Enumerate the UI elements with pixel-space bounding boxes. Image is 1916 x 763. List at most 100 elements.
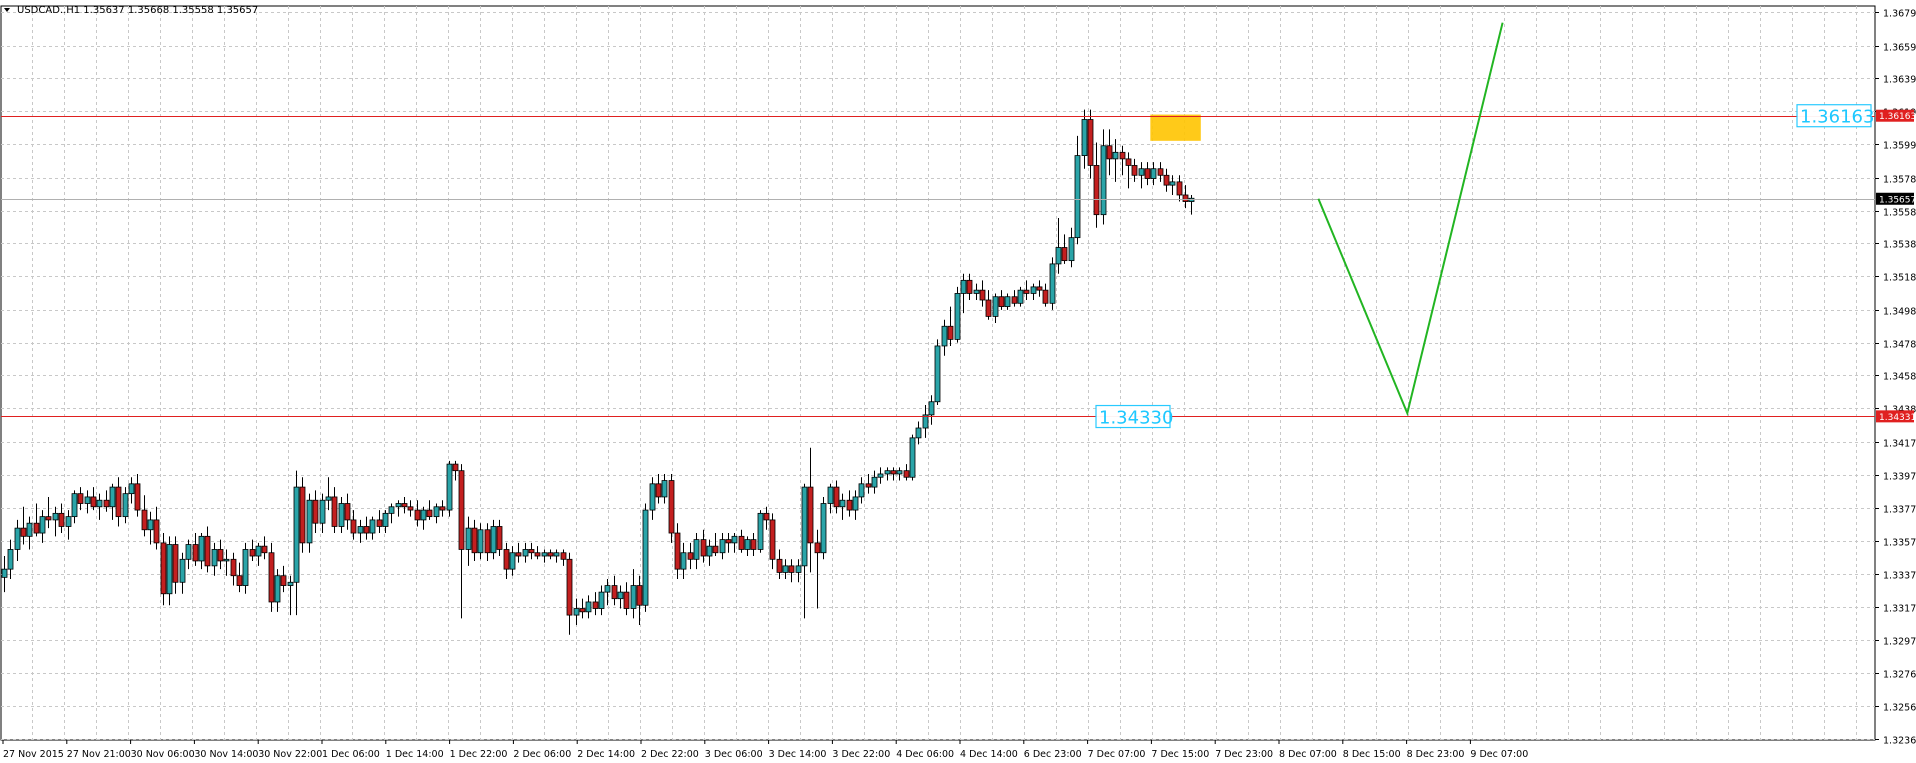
candle (541, 549, 548, 563)
candle (236, 562, 243, 593)
candle-body (1131, 165, 1138, 176)
candle-body (776, 558, 783, 573)
candle (1055, 217, 1062, 274)
candle (534, 546, 541, 560)
candle-body (1138, 168, 1145, 176)
candle-body (788, 565, 795, 573)
candle-body (763, 512, 770, 521)
candle (1119, 145, 1126, 176)
time-axis[interactable]: 27 Nov 2015 27 Nov 21:00 30 Nov 06:00 30 No… (2, 740, 1528, 760)
candle-body (204, 535, 211, 567)
y-tick-label: 1.34380 (1883, 405, 1916, 416)
triangle-down-icon[interactable] (4, 8, 10, 12)
candle-body (1157, 168, 1164, 176)
price-text-label[interactable]: 1.36163 (1796, 104, 1874, 128)
candle (1011, 290, 1018, 307)
candle (77, 487, 84, 511)
candle-body (706, 545, 713, 557)
candle (1017, 286, 1024, 307)
candle-body (14, 527, 21, 550)
candle (820, 496, 827, 560)
candle-body (712, 545, 719, 554)
candle (795, 559, 802, 583)
candle (706, 539, 713, 566)
candle (871, 470, 878, 494)
x-tick-label: 30 Nov 06:00 (131, 749, 195, 760)
candle (325, 477, 332, 511)
candle-body (338, 503, 345, 527)
candle-body (128, 483, 135, 495)
candle (509, 546, 516, 576)
candle-body (1, 568, 8, 578)
candle (185, 539, 192, 570)
price-axis[interactable]: 1.367951.365901.363901.361901.359901.357… (1875, 9, 1916, 747)
candle-body (319, 499, 326, 524)
candle (903, 464, 910, 481)
candle (1049, 257, 1056, 310)
candle (452, 460, 459, 481)
candle (503, 542, 510, 579)
candle-body (496, 526, 503, 550)
candle-body (846, 499, 853, 511)
price-tag-bg (1876, 410, 1914, 423)
candle-body (979, 289, 986, 301)
candle (858, 477, 865, 504)
candle-body (630, 585, 637, 609)
candle (433, 503, 440, 524)
candle-body (122, 493, 129, 518)
candle (941, 319, 948, 356)
candle (909, 434, 916, 481)
x-tick-label: 4 Dec 14:00 (960, 749, 1018, 760)
candle (1004, 293, 1011, 310)
candle-body (528, 549, 535, 554)
candle (198, 533, 205, 570)
candle-body (782, 565, 789, 573)
projection-path[interactable] (1317, 22, 1504, 417)
candle-body (230, 558, 237, 577)
candle (623, 582, 630, 616)
candle (312, 490, 319, 534)
x-tick-label: 3 Dec 22:00 (832, 749, 890, 760)
candle-body (1093, 165, 1100, 216)
candle-body (573, 608, 580, 616)
candle-body (738, 535, 745, 550)
candle (71, 490, 78, 524)
candle (934, 339, 941, 406)
candle-body (446, 463, 453, 511)
candle-body (382, 512, 389, 527)
candle-body (172, 544, 179, 583)
candle (852, 490, 859, 520)
candle (369, 516, 376, 540)
candle (636, 575, 643, 625)
candle (211, 542, 218, 576)
y-tick-label: 1.35185 (1883, 273, 1916, 284)
price-tag-text: 1.35657 (1879, 195, 1916, 205)
candle-body (376, 519, 383, 527)
candle (560, 549, 567, 566)
horizontal-lines-layer[interactable]: 1.36163 1.34330 (1, 22, 1875, 429)
candle (1093, 142, 1100, 228)
candle (65, 510, 72, 540)
candle (947, 306, 954, 346)
candle-body (725, 539, 732, 544)
y-tick-label: 1.32565 (1883, 703, 1916, 714)
candle-body (973, 289, 980, 294)
candle-body (915, 427, 922, 439)
x-tick-label: 27 Nov 2015 (3, 749, 64, 760)
candle (179, 552, 186, 594)
price-text-label[interactable]: 1.34330 (1095, 404, 1173, 429)
candle (973, 283, 980, 301)
candle-body (668, 480, 675, 534)
candle-body (560, 552, 567, 560)
candle-body (827, 486, 834, 504)
y-tick-label: 1.36590 (1883, 43, 1916, 54)
candle-body (642, 509, 649, 606)
x-tick-label: 8 Dec 07:00 (1279, 749, 1337, 760)
candle (306, 493, 313, 553)
candle (1036, 280, 1043, 297)
candle-body (134, 483, 141, 511)
candle (1074, 135, 1081, 245)
y-tick-label: 1.35785 (1883, 175, 1916, 186)
candle-body (1119, 151, 1126, 160)
